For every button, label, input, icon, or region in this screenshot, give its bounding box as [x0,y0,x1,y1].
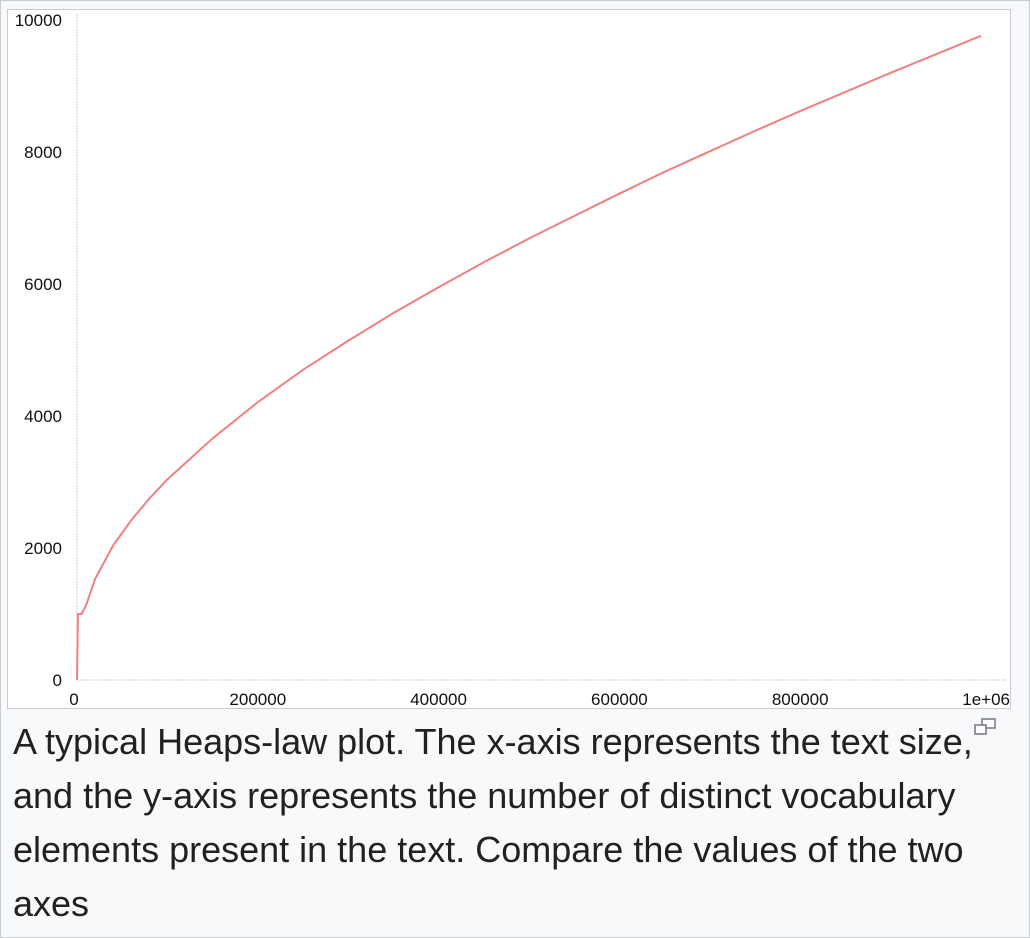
series-line [76,34,982,681]
magnify-icon[interactable] [973,717,997,737]
y-tick-labels: 0 2000 4000 6000 8000 10000 [15,11,62,690]
y-tick-label: 6000 [24,275,62,294]
x-tick-label: 400000 [410,690,467,709]
x-tick-label: 0 [69,690,78,709]
series-group [76,34,982,681]
y-tick-label: 2000 [24,539,62,558]
plot-frame [7,9,1011,709]
y-tick-label: 0 [53,671,62,690]
x-tick-label: 600000 [591,690,648,709]
y-tick-label: 4000 [24,407,62,426]
y-tick-label: 8000 [24,143,62,162]
x-tick-label: 200000 [229,690,286,709]
y-tick-label: 10000 [15,11,62,30]
x-tick-label: 800000 [772,690,829,709]
axes [76,14,1007,681]
x-tick-label: 1e+06 [962,690,1010,709]
heaps-law-chart: 0 2000 4000 6000 8000 10000 0 200000 400000 6000… [15,11,1010,709]
x-tick-labels: 0 200000 400000 600000 800000 1e+06 [69,690,1010,709]
figure-caption: A typical Heaps-law plot. The x-axis rep… [13,721,973,924]
